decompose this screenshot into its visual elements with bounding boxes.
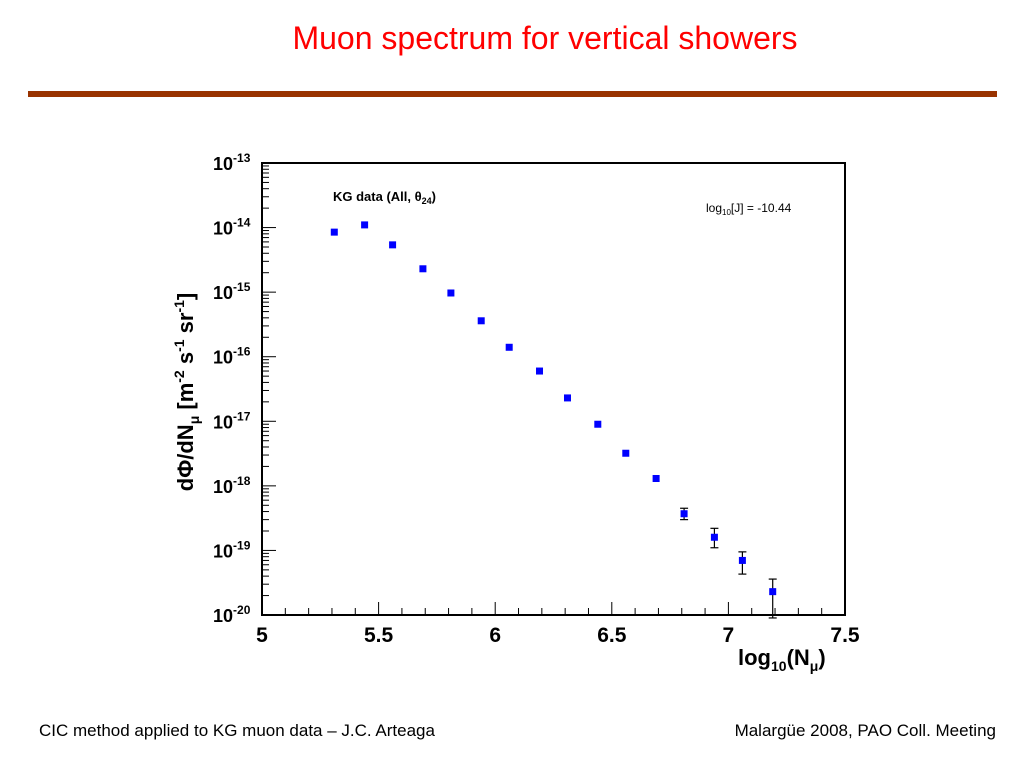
annotation-right: log10[J] = -10.44 xyxy=(706,201,792,217)
footer-right: Malargüe 2008, PAO Coll. Meeting xyxy=(734,721,996,740)
data-point xyxy=(389,241,397,249)
y-tick-label: 10-20 xyxy=(213,603,251,626)
slide-title: Muon spectrum for vertical showers xyxy=(292,20,798,56)
data-point xyxy=(419,265,427,273)
x-tick-label: 5 xyxy=(256,624,268,647)
x-tick-label: 6 xyxy=(489,624,501,647)
annotation-left: KG data (All, θ24) xyxy=(333,189,436,206)
y-tick-label: 10-19 xyxy=(213,538,251,561)
y-tick-label: 10-17 xyxy=(213,409,251,432)
x-tick-label: 6.5 xyxy=(597,624,627,647)
data-point xyxy=(361,221,369,229)
data-point xyxy=(680,510,688,518)
data-point xyxy=(563,394,571,402)
y-tick-label: 10-13 xyxy=(213,151,251,174)
x-axis-label: log10(Nμ) xyxy=(738,645,826,674)
data-point xyxy=(477,317,485,325)
data-point xyxy=(622,449,630,457)
x-tick-label: 5.5 xyxy=(364,624,394,647)
x-tick-label: 7 xyxy=(723,624,735,647)
data-point xyxy=(738,556,746,564)
y-tick-label: 10-14 xyxy=(213,216,251,239)
data-point xyxy=(594,420,602,428)
data-point xyxy=(330,228,338,236)
y-axis-label: dΦ/dNμ [m-2 s-1 sr-1] xyxy=(171,293,202,491)
data-point xyxy=(505,343,513,351)
data-point xyxy=(536,367,544,375)
data-point xyxy=(769,588,777,596)
y-tick-label: 10-16 xyxy=(213,345,251,368)
x-tick-label: 7.5 xyxy=(830,624,860,647)
y-tick-label: 10-15 xyxy=(213,280,251,303)
data-point xyxy=(447,289,455,297)
data-point xyxy=(652,474,660,482)
y-tick-label: 10-18 xyxy=(213,474,251,497)
footer-left: CIC method applied to KG muon data – J.C… xyxy=(39,721,435,740)
title-divider xyxy=(28,91,997,97)
plot-frame xyxy=(261,162,846,616)
data-point xyxy=(710,533,718,541)
